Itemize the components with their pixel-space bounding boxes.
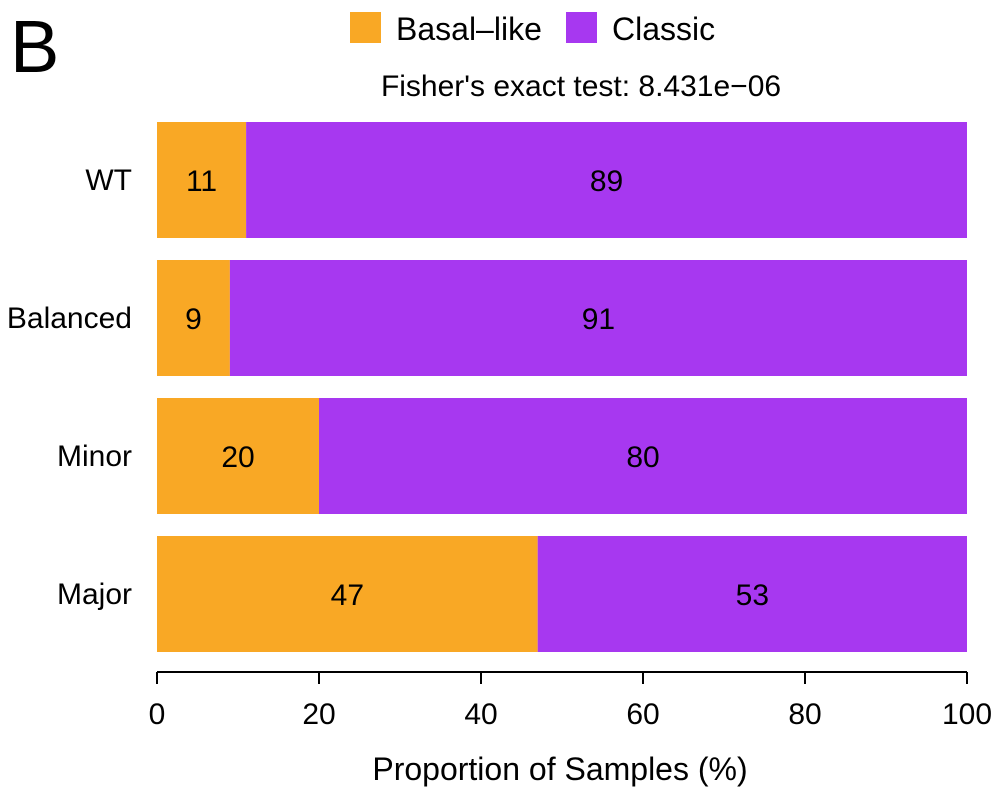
data-label-major-basal-like: 47 — [331, 579, 364, 612]
data-label-minor-classic: 80 — [626, 441, 659, 474]
data-label-wt-classic: 89 — [590, 165, 623, 198]
bar-wt-basal-like — [157, 122, 247, 238]
x-tick-label-40: 40 — [464, 698, 497, 731]
data-label-minor-basal-like: 20 — [221, 441, 254, 474]
bar-balanced-basal-like — [157, 260, 230, 376]
bar-wt-classic — [246, 122, 968, 238]
data-label-wt-basal-like: 11 — [186, 165, 217, 198]
x-tick-label-20: 20 — [302, 698, 335, 731]
x-tick-label-100: 100 — [942, 698, 992, 731]
bar-major-classic — [537, 536, 967, 652]
bars-group: WT 11 89 Balanced 9 91 Minor 20 80 Major 47 53 — [7, 122, 968, 652]
chart-subtitle: Fisher's exact test: 8.431e−06 — [381, 70, 781, 103]
panel-label: B — [10, 5, 59, 88]
bar-minor-classic — [319, 398, 967, 514]
category-label-major: Major — [57, 578, 132, 611]
data-label-balanced-basal-like: 9 — [185, 303, 202, 336]
category-label-wt: WT — [85, 164, 132, 197]
legend: Basal–like Classic — [350, 11, 715, 47]
x-axis: 0 20 40 60 80 100 — [149, 671, 992, 731]
x-axis-title: Proportion of Samples (%) — [372, 751, 747, 787]
legend-swatch-basal-like — [350, 12, 381, 43]
bar-minor-basal-like — [157, 398, 319, 514]
legend-label-classic: Classic — [612, 11, 715, 47]
x-tick-label-80: 80 — [788, 698, 821, 731]
x-tick-label-60: 60 — [626, 698, 659, 731]
category-label-minor: Minor — [57, 440, 132, 473]
category-label-balanced: Balanced — [7, 302, 132, 335]
x-tick-label-0: 0 — [149, 698, 166, 731]
legend-swatch-classic — [566, 12, 597, 43]
bar-major-basal-like — [157, 536, 538, 652]
data-label-major-classic: 53 — [736, 579, 769, 612]
data-label-balanced-classic: 91 — [582, 303, 615, 336]
bar-balanced-classic — [229, 260, 967, 376]
legend-label-basal-like: Basal–like — [396, 11, 542, 47]
